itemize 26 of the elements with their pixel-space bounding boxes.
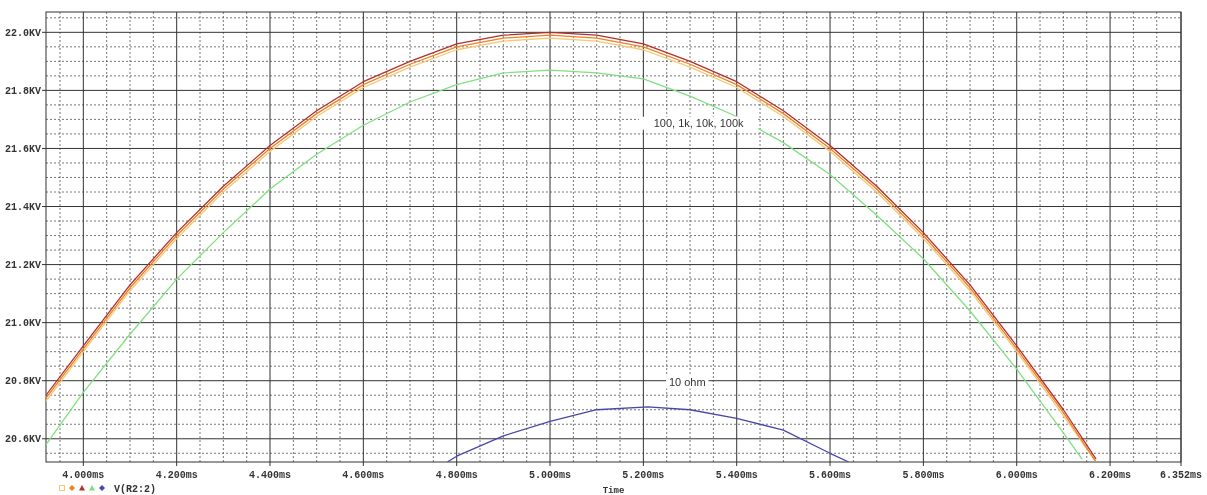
x-tick-label: 4.600ms [342, 470, 385, 481]
y-tick-label: 22.0KV [4, 27, 41, 39]
line-series [446, 406, 850, 462]
x-tick-label: 5.000ms [529, 470, 572, 481]
x-tick-label: 6.000ms [995, 470, 1038, 481]
y-tick-label: 21.8KV [4, 85, 41, 97]
x-tick-label: 6.200ms [1089, 470, 1132, 481]
y-tick-label: 21.2KV [4, 260, 41, 272]
y-tick-label: 21.0KV [4, 318, 41, 330]
x-tick-label: 5.800ms [902, 470, 945, 481]
x-tick-label: 6.352ms [1159, 470, 1203, 481]
annotation: 10 ohm [668, 375, 706, 388]
y-tick-label: 20.8KV [4, 376, 41, 388]
text: V(R2:2) [114, 483, 157, 495]
x-tick-label: 5.400ms [715, 470, 758, 481]
x-tick-label: 4.200ms [155, 470, 198, 481]
annotation: 100, 1k, 10k, 100k [653, 116, 745, 129]
x-tick-label: 4.000ms [62, 470, 105, 481]
x-axis-title: Time [602, 486, 625, 495]
y-tick-label: 20.6KV [4, 434, 41, 446]
x-tick-label: 4.800ms [435, 470, 478, 481]
y-tick-label: 21.4KV [4, 202, 41, 214]
x-tick-label: 5.200ms [622, 470, 665, 481]
x-tick-label: 5.600ms [809, 470, 852, 481]
y-tick-label: 21.6KV [4, 143, 41, 155]
x-tick-label: 4.400ms [249, 470, 292, 481]
